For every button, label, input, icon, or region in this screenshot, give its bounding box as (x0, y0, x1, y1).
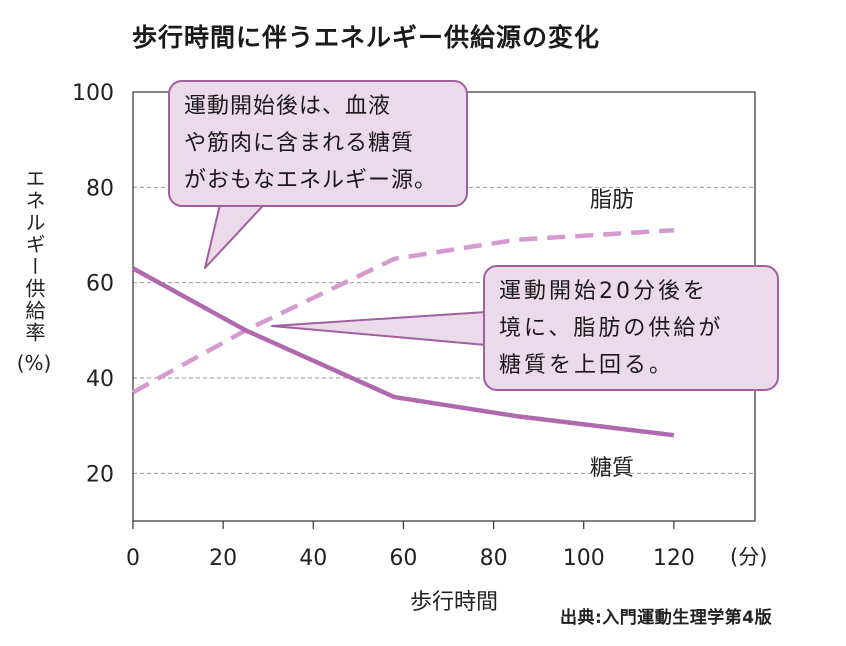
x-tick-label: 0 (126, 546, 140, 571)
x-axis-unit: (分) (730, 545, 768, 569)
y-tick-label: 20 (86, 462, 114, 487)
annotation-line: 運動開始20分後を (499, 279, 708, 304)
fat-series-line (131, 227, 675, 395)
x-tick-label: 80 (480, 546, 508, 571)
x-tick-label: 120 (653, 546, 695, 571)
y-tick-label: 60 (86, 272, 114, 297)
x-tick-label: 100 (563, 546, 605, 571)
y-axis-label-text: エネルギー供給率 (22, 168, 46, 344)
annotation-line: 境に、脂肪の供給が (499, 316, 724, 341)
annotation-line: がおもなエネルギー源。 (184, 168, 438, 193)
y-tick-label: 40 (86, 367, 114, 392)
series-label-fat: 脂肪 (590, 188, 635, 213)
y-tick-label: 80 (86, 176, 114, 201)
annotation-bubble-start: 運動開始後は、血液 や筋肉に含まれる糖質 がおもなエネルギー源。 (168, 80, 468, 207)
series-label-carb: 糖質 (590, 456, 635, 481)
y-axis-unit: (%) (16, 351, 52, 375)
chart-title: 歩行時間に伴うエネルギー供給源の変化 (132, 23, 601, 52)
annotation-line: や筋肉に含まれる糖質 (184, 131, 415, 156)
source-note: 出典:入門運動生理学第4版 (560, 608, 773, 628)
y-axis-label: エネルギー供給率 (%) (14, 168, 54, 376)
x-axis-label: 歩行時間 (410, 590, 499, 615)
carb-series-line (131, 266, 675, 438)
annotation-bubble-crossover: 運動開始20分後を 境に、脂肪の供給が 糖質を上回る。 (483, 265, 779, 391)
x-tick-label: 20 (209, 546, 237, 571)
x-tick-label: 60 (389, 546, 417, 571)
annotation-pointer (271, 311, 487, 346)
x-tick-label: 40 (299, 546, 327, 571)
annotation-line: 運動開始後は、血液 (184, 94, 392, 119)
y-tick-label: 100 (72, 81, 114, 106)
annotation-line: 糖質を上回る。 (499, 353, 675, 378)
